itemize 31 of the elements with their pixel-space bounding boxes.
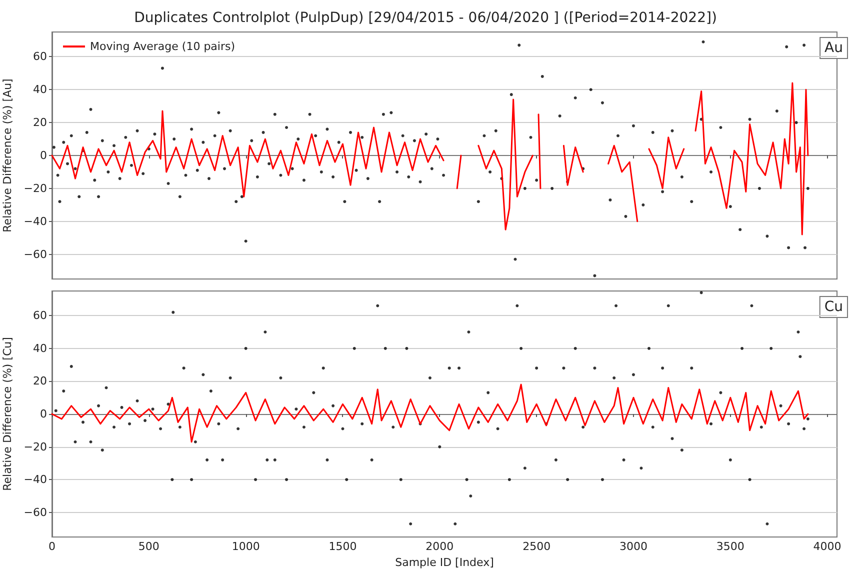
- x-tick-label: 3000: [619, 540, 648, 553]
- x-tick-label: 1000: [232, 540, 260, 553]
- legend-label: Moving Average (10 pairs): [90, 40, 236, 53]
- y-tick-label: −60: [24, 248, 47, 261]
- x-tick-label: 4000: [813, 540, 842, 553]
- y-tick-label: −60: [24, 506, 47, 519]
- y-tick-label: 60: [33, 50, 47, 64]
- y-tick-label: 60: [33, 309, 47, 322]
- y-tick-label: 40: [33, 342, 47, 355]
- x-tick-label: 2500: [522, 540, 551, 553]
- y-tick-label: −20: [24, 440, 47, 454]
- y-tick-label: 0: [40, 149, 47, 162]
- x-tick-label: 0: [48, 540, 56, 553]
- y-tick-label: 0: [40, 408, 47, 420]
- y-tick-label: 20: [33, 116, 47, 130]
- x-tick-label: 3500: [716, 540, 744, 553]
- y-tick-label: −40: [24, 473, 47, 486]
- chart-title: Duplicates Controlplot (PulpDup) [29/04/2015 - 06/04/2020 ] ([Period=2014-2022]): [134, 10, 717, 26]
- y-tick-label: 20: [33, 374, 47, 388]
- x-tick-label: 500: [138, 540, 160, 553]
- annotation: Cu: [824, 299, 844, 315]
- annotation: Au: [824, 40, 844, 56]
- line-series: [51, 384, 809, 443]
- y-tick-label: 40: [33, 83, 47, 96]
- x-tick-label: 2000: [426, 540, 454, 553]
- y-axis-title: Relative Difference (%) [Au]: [0, 78, 14, 232]
- y-axis-title: Relative Difference (%) [Cu]: [0, 337, 14, 491]
- y-tick-label: −40: [24, 214, 47, 228]
- y-tick-label: −20: [24, 182, 47, 195]
- x-axis-title: Sample ID [Index]: [395, 556, 494, 569]
- x-tick-label: 1500: [328, 540, 357, 553]
